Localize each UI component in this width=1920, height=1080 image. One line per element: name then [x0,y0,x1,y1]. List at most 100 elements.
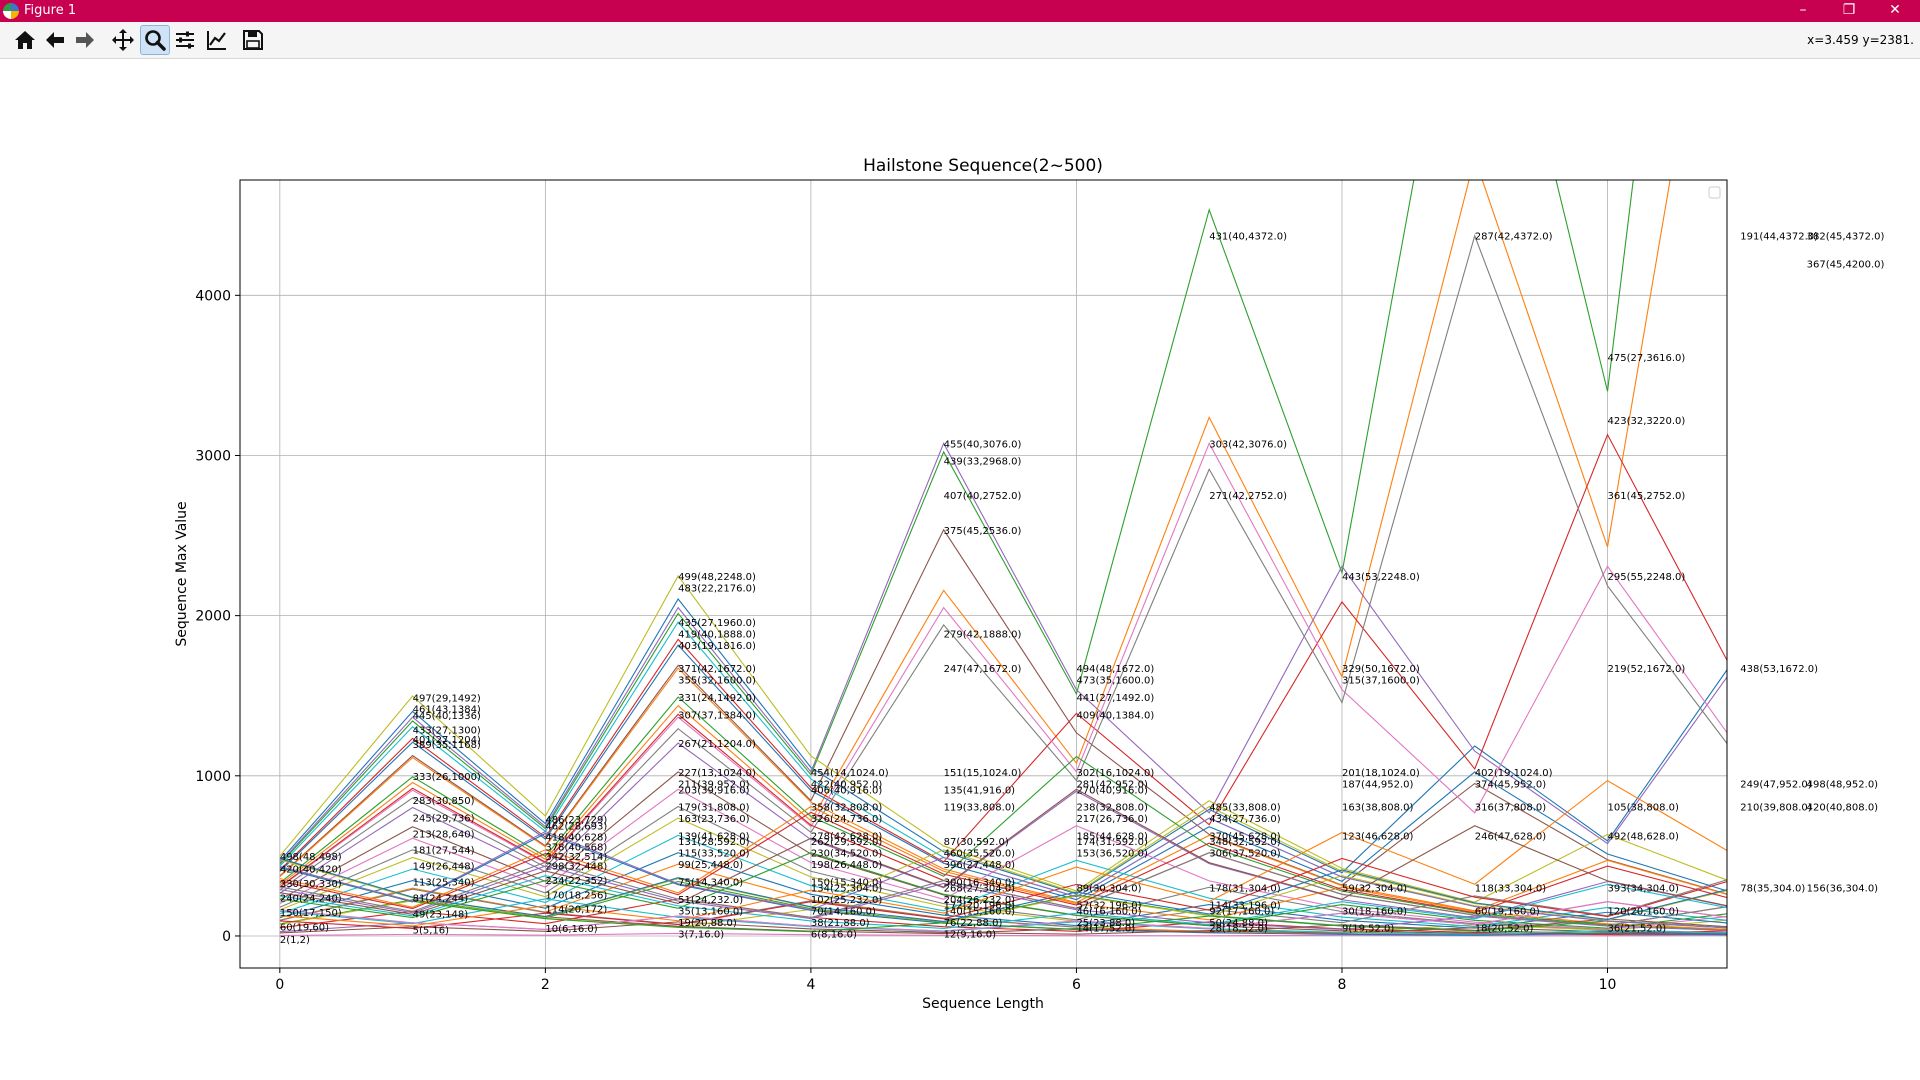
save-button[interactable] [238,25,268,55]
series-line [279,852,1727,929]
point-label: 2(1,2) [280,935,310,946]
x-tick-label: 0 [275,977,284,993]
point-label: 89(30,304.0) [1076,883,1141,894]
back-button[interactable] [40,25,70,55]
x-tick-label: 10 [1599,977,1617,993]
point-label: 443(53,2248.0) [1342,572,1420,583]
y-tick-label: 3000 [195,448,231,464]
point-label: 46(16,160.0) [1076,906,1141,917]
point-label: 30(18,160.0) [1342,906,1407,917]
point-label: 403(19,1816.0) [678,641,756,652]
point-label: 267(21,1204.0) [678,739,756,750]
point-label: 262(29,592.0) [811,837,883,848]
point-label: 118(33,304.0) [1475,883,1547,894]
point-label: 402(19,1024.0) [1475,768,1553,779]
series-line [279,805,1727,934]
home-button[interactable] [10,25,40,55]
point-label: 389(35,1168) [413,740,481,751]
point-label: 375(45,2536.0) [944,526,1022,537]
point-label: 238(32,808.0) [1076,803,1148,814]
back-icon [46,32,64,48]
point-label: 454(14,1024.0) [811,768,889,779]
point-label: 135(41,916.0) [944,785,1016,796]
window-title: Figure 1 [24,3,77,18]
point-label: 213(28,640) [413,829,475,840]
point-label: 330(30,330) [280,879,342,890]
point-label: 114(20,172) [545,905,607,916]
point-label: 298(32,448) [545,861,607,872]
minimize-button[interactable]: – [1799,2,1807,18]
point-label: 119(33,808.0) [944,803,1016,814]
point-label: 191(44,4372.0) [1740,232,1818,243]
point-label: 81(24,244) [413,894,469,905]
point-label: 49(23,148) [413,910,469,921]
point-label: 498(48,498) [280,852,342,863]
point-label: 105(38,808.0) [1608,803,1680,814]
point-label: 326(24,736.0) [811,814,883,825]
point-label: 355(32,1600.0) [678,676,756,687]
point-label: 438(53,1672.0) [1740,664,1818,675]
navigation-toolbar [0,22,1920,59]
point-label: 295(55,2248.0) [1608,572,1686,583]
point-label: 178(31,304.0) [1209,883,1281,894]
forward-button[interactable] [70,25,100,55]
point-label: 441(27,1492.0) [1076,693,1154,704]
point-label: 378(40,568) [545,842,607,853]
close-button[interactable]: ✕ [1889,2,1901,18]
chart-title: Hailstone Sequence(2~500) [863,156,1103,176]
point-label: 18(20,52.0) [1475,924,1534,935]
restore-button[interactable]: ❐ [1842,2,1856,18]
series-line [279,180,1671,886]
point-label: 203(39,916.0) [678,785,750,796]
point-label: 475(27,3616.0) [1608,353,1686,364]
y-tick-label: 0 [222,929,231,945]
app-icon [3,3,19,19]
point-label: 281(42,952.0) [1076,779,1148,790]
point-label: 418(40,628) [545,833,607,844]
point-label: 316(37,808.0) [1475,803,1547,814]
point-label: 51(24,232.0) [678,895,743,906]
point-label: 19(20,88.0) [678,918,737,929]
customize-button[interactable] [202,25,232,55]
axes-frame [239,179,1728,969]
series-line [279,180,1634,865]
point-label: 358(32,808.0) [811,803,883,814]
point-label: 245(29,736) [413,813,475,824]
figure-canvas[interactable]: 0 2 4 6 8 10 0 1000 2000 3000 4000 497(29,1492)461… [0,59,1920,1080]
point-label: 140(15,160.0) [944,906,1016,917]
point-label: 25(23,88.0) [1076,918,1135,929]
x-axis-label: Sequence Length [922,996,1044,1012]
series-line [279,811,1727,914]
point-label: 131(28,592.0) [678,837,750,848]
point-label: 445(40,1336) [413,711,481,722]
point-label: 5(5,16) [413,926,450,937]
x-tick-label: 8 [1338,977,1347,993]
pan-button[interactable] [108,25,138,55]
point-label: 348(32,592.0) [1209,837,1281,848]
subplots-button[interactable] [170,25,200,55]
zoom-button[interactable] [140,25,170,55]
point-labels: 497(29,1492)461(43,1384)445(40,1336) 433(… [280,232,1885,946]
point-label: 201(18,1024.0) [1342,768,1420,779]
point-label: 409(40,1384.0) [1076,710,1154,721]
point-label: 28(18,52.0) [1209,924,1268,935]
point-label: 113(25,340) [413,878,475,889]
point-label: 172(20,196.0) [944,901,1016,912]
customize-icon [207,31,226,50]
point-label: 234(22,352) [545,876,607,887]
series-line [279,865,1727,932]
point-label: 151(15,1024.0) [944,768,1022,779]
point-label: 36(21,52.0) [1608,924,1667,935]
point-label: 150(17,150) [280,908,342,919]
point-label: 59(32,304.0) [1342,883,1407,894]
point-label: 120(20,160.0) [1608,906,1680,917]
point-label: 227(13,1024.0) [678,768,756,779]
point-label: 315(37,1600.0) [1342,676,1420,687]
point-label: 435(27,1960.0) [678,618,756,629]
point-label: 217(26,736.0) [1076,814,1148,825]
series-line [279,834,1727,928]
point-label: 179(31,808.0) [678,803,750,814]
point-label: 439(33,2968.0) [944,457,1022,468]
point-label: 419(40,1888.0) [678,630,756,641]
point-label: 115(33,520.0) [678,849,750,860]
